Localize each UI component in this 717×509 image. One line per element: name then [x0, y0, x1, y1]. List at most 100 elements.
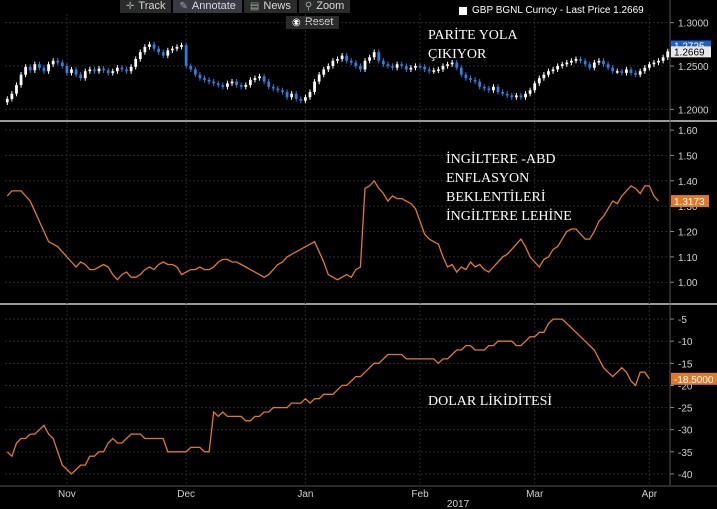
- y-tick-label: 1.20: [678, 228, 698, 239]
- y-tick-label: 1.60: [678, 126, 698, 137]
- y-tick-label: -15: [678, 359, 693, 370]
- candle-body: [340, 55, 344, 60]
- candle-body: [450, 62, 454, 65]
- candle-body: [579, 59, 582, 61]
- candle-body: [629, 69, 633, 73]
- candle-body: [24, 66, 28, 75]
- candle-body: [427, 69, 431, 72]
- candle-body: [487, 88, 491, 91]
- candle-body: [148, 44, 151, 47]
- candle-body: [212, 81, 216, 84]
- track-label: Track: [138, 0, 166, 12]
- candle-body: [166, 50, 170, 56]
- pencil-icon: ✎: [179, 1, 188, 12]
- candle-body: [473, 79, 477, 82]
- candle-body: [560, 64, 564, 66]
- last-value-tag-text: -18.5000: [674, 375, 714, 386]
- candle-body: [271, 86, 275, 89]
- candle-body: [588, 64, 592, 68]
- candle-body: [326, 66, 330, 70]
- candle-body: [592, 62, 596, 68]
- candle-body: [643, 67, 647, 72]
- candle-body: [469, 78, 472, 80]
- zoom-button[interactable]: ⚲ Zoom: [298, 0, 351, 13]
- candle-body: [395, 64, 399, 68]
- candle-body: [441, 66, 445, 70]
- y-tick-label: 1.2000: [678, 105, 709, 116]
- newspaper-icon: ▤: [249, 1, 260, 12]
- crosshair-icon: ✛: [126, 1, 135, 12]
- candle-body: [115, 67, 119, 72]
- candle-body: [33, 64, 37, 71]
- inflation-expectation-line: [6, 179, 659, 281]
- candle-body: [354, 62, 358, 66]
- reset-button[interactable]: ◉ Reset: [286, 16, 340, 29]
- y-tick-label: -5: [678, 315, 687, 326]
- news-label: News: [263, 0, 291, 12]
- candle-body: [661, 57, 665, 61]
- reset-icon: ◉: [292, 17, 301, 28]
- candle-body: [625, 69, 628, 73]
- candle-body: [175, 46, 179, 49]
- candle-body: [226, 83, 229, 87]
- x-tick-label: Nov: [58, 489, 76, 500]
- candle-body: [556, 66, 560, 70]
- candle-body: [281, 90, 284, 92]
- candle-body: [235, 81, 238, 86]
- y-tick-label: -35: [678, 448, 693, 459]
- candle-body: [446, 64, 449, 66]
- candle-body: [102, 68, 105, 71]
- y-tick-label: 1.00: [678, 278, 698, 289]
- annotate-button[interactable]: ✎ Annotate: [173, 0, 242, 13]
- candle-body: [652, 62, 656, 65]
- annotate-label: Annotate: [191, 0, 236, 12]
- candle-body: [322, 69, 326, 75]
- candle-body: [193, 69, 197, 75]
- candle-body: [38, 64, 41, 68]
- candle-body: [505, 93, 509, 96]
- candle-body: [647, 64, 651, 68]
- news-button[interactable]: ▤ News: [243, 0, 297, 13]
- candle-body: [74, 69, 78, 75]
- y-tick-label: -30: [678, 426, 693, 437]
- candle-body: [171, 48, 174, 51]
- candle-body: [5, 98, 9, 103]
- candle-body: [203, 78, 206, 80]
- candle-body: [464, 74, 468, 79]
- price-tag-high: [671, 40, 711, 52]
- candle-body: [409, 67, 413, 70]
- candle-body: [377, 52, 381, 61]
- candle-body: [138, 52, 142, 60]
- candle-body: [19, 74, 23, 86]
- magnifier-icon: ⚲: [304, 1, 313, 12]
- candle-body: [216, 83, 220, 86]
- candle-body: [106, 70, 110, 73]
- last-value-tag: [671, 372, 717, 385]
- candle-body: [615, 71, 619, 73]
- candle-body: [482, 86, 486, 89]
- track-button[interactable]: ✛ Track: [120, 0, 172, 13]
- candle-body: [363, 60, 367, 70]
- candle-body: [221, 85, 225, 87]
- price-tag-last: [671, 46, 711, 58]
- candle-body: [304, 97, 307, 101]
- x-tick-label: Feb: [411, 489, 429, 500]
- candle-body: [345, 55, 349, 61]
- x-tick-label: Mar: [526, 489, 544, 500]
- candle-body: [349, 60, 353, 63]
- candle-body: [10, 93, 14, 99]
- y-tick-label: 1.40: [678, 177, 698, 188]
- candle-body: [565, 62, 569, 65]
- candle-body: [634, 72, 637, 75]
- zoom-label: Zoom: [316, 0, 345, 12]
- candle-body: [56, 60, 60, 63]
- candle-body: [437, 69, 440, 71]
- candle-body: [198, 74, 202, 79]
- y-tick-label: 1.30: [678, 202, 698, 213]
- toolbar: ✛ Track ✎ Annotate ▤ News ⚲ Zoom: [120, 0, 351, 13]
- candle-body: [70, 69, 73, 73]
- candle-body: [570, 60, 573, 63]
- candle-body: [478, 81, 482, 87]
- candle-body: [459, 67, 463, 75]
